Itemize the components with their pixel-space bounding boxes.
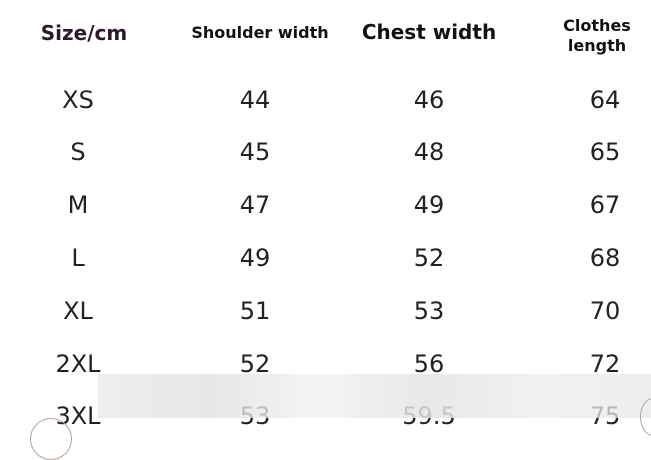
- cell-shoulder: 52: [239, 350, 271, 378]
- header-clothes-length: Clothes length: [563, 16, 631, 56]
- cell-size: XL: [63, 297, 93, 325]
- cell-shoulder: 44: [239, 86, 271, 114]
- header-size: Size/cm: [40, 21, 128, 45]
- cell-length: 70: [589, 297, 621, 325]
- cell-length: 64: [589, 86, 621, 114]
- cell-chest: 56: [413, 350, 445, 378]
- cell-length: 68: [589, 244, 621, 272]
- cell-chest: 48: [413, 138, 445, 166]
- decorative-doodle: [30, 418, 72, 460]
- cell-length: 67: [589, 191, 621, 219]
- header-clothes-length-line2: length: [567, 36, 627, 55]
- cell-size: M: [67, 191, 89, 219]
- cell-shoulder: 49: [239, 244, 271, 272]
- cell-chest: 53: [413, 297, 445, 325]
- cell-shoulder: 51: [239, 297, 271, 325]
- header-shoulder-width: Shoulder width: [191, 23, 329, 42]
- cell-size: S: [70, 138, 86, 166]
- blurred-watermark: [98, 374, 651, 418]
- cell-shoulder: 45: [239, 138, 271, 166]
- cell-size: L: [71, 244, 85, 272]
- cell-chest: 46: [413, 86, 445, 114]
- cell-chest: 52: [413, 244, 445, 272]
- cell-size: 2XL: [55, 350, 101, 378]
- cell-chest: 49: [413, 191, 445, 219]
- cell-length: 72: [589, 350, 621, 378]
- cell-size: XS: [62, 86, 94, 114]
- cell-length: 65: [589, 138, 621, 166]
- header-chest-width: Chest width: [361, 20, 497, 44]
- header-clothes-length-line1: Clothes: [563, 16, 631, 35]
- cell-shoulder: 47: [239, 191, 271, 219]
